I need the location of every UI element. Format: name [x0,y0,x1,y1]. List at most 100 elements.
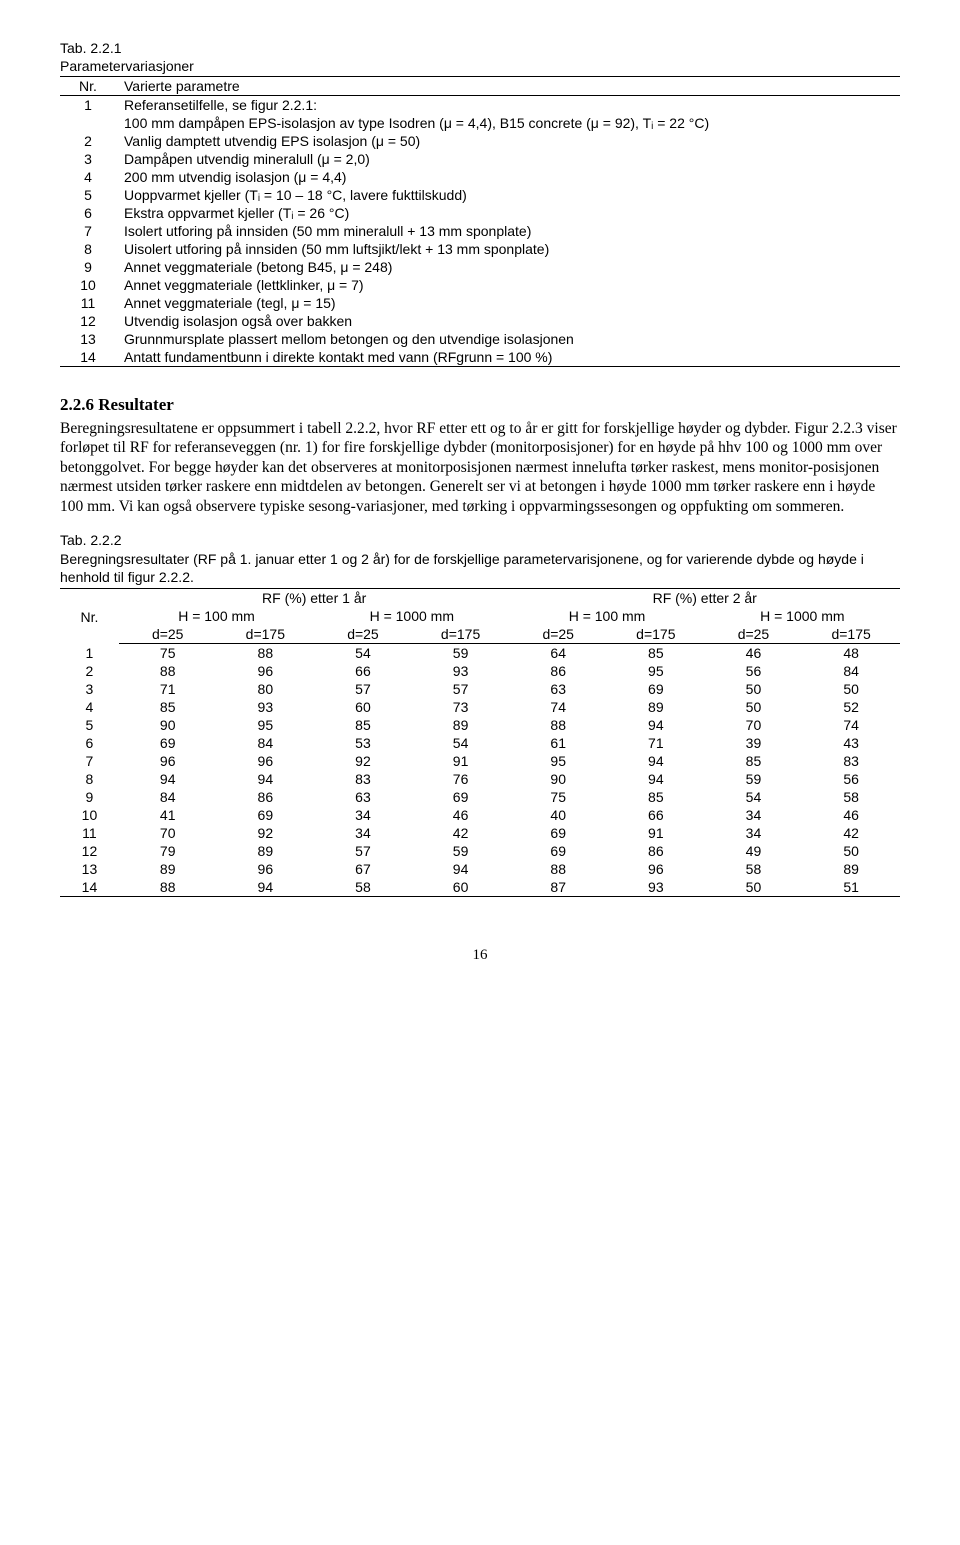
cell: 50 [802,842,900,860]
row-nr: 12 [60,312,116,330]
cell: 67 [314,860,412,878]
cell: 46 [412,806,510,824]
cell: 85 [314,716,412,734]
row-text: Annet veggmateriale (betong B45, μ = 248… [116,258,900,276]
cell: 51 [802,878,900,897]
cell: 70 [119,824,217,842]
table-row: 2Vanlig damptett utvendig EPS isolasjon … [60,132,900,150]
row-text: 200 mm utvendig isolasjon (μ = 4,4) [116,168,900,186]
row-nr: 12 [60,842,119,860]
cell: 34 [705,824,803,842]
cell: 64 [509,644,607,663]
cell: 90 [119,716,217,734]
cell: 92 [314,752,412,770]
results-y2-header: RF (%) etter 2 år [509,589,900,608]
cell: 53 [314,734,412,752]
cell: 91 [412,752,510,770]
d175-header: d=175 [217,625,315,644]
col-header-param: Varierte parametre [116,77,900,96]
results-table: Nr. RF (%) etter 1 år RF (%) etter 2 år … [60,588,900,897]
cell: 89 [802,860,900,878]
table-row: 100 mm dampåpen EPS-isolasjon av type Is… [60,114,900,132]
cell: 58 [705,860,803,878]
cell: 56 [802,770,900,788]
table-row: 7Isolert utforing på innsiden (50 mm min… [60,222,900,240]
cell: 56 [705,662,803,680]
cell: 94 [217,878,315,897]
cell: 95 [607,662,705,680]
cell: 84 [217,734,315,752]
cell: 59 [412,842,510,860]
row-nr: 11 [60,294,116,312]
row-nr: 6 [60,734,119,752]
table1-label: Tab. 2.2.1 [60,40,900,56]
cell: 50 [705,878,803,897]
table-row: 127989575969864950 [60,842,900,860]
cell: 69 [509,824,607,842]
row-nr: 1 [60,644,119,663]
results-y1-header: RF (%) etter 1 år [119,589,510,608]
cell: 59 [412,644,510,663]
row-nr: 3 [60,680,119,698]
cell: 57 [412,680,510,698]
cell: 94 [217,770,315,788]
row-nr: 7 [60,752,119,770]
cell: 66 [314,662,412,680]
row-nr: 1 [60,96,116,115]
row-nr: 3 [60,150,116,168]
cell: 46 [802,806,900,824]
row-nr: 9 [60,788,119,806]
cell: 94 [412,860,510,878]
cell: 93 [217,698,315,716]
cell: 93 [412,662,510,680]
cell: 88 [509,716,607,734]
cell: 86 [509,662,607,680]
row-nr: 8 [60,240,116,258]
row-text: Grunnmursplate plassert mellom betongen … [116,330,900,348]
col-header-nr: Nr. [60,77,116,96]
row-nr: 4 [60,168,116,186]
row-text: Uisolert utforing på innsiden (50 mm luf… [116,240,900,258]
row-text: Dampåpen utvendig mineralull (μ = 2,0) [116,150,900,168]
table-row: 4200 mm utvendig isolasjon (μ = 4,4) [60,168,900,186]
cell: 94 [119,770,217,788]
row-nr: 5 [60,186,116,204]
row-nr: 4 [60,698,119,716]
cell: 34 [705,806,803,824]
row-subtext: 100 mm dampåpen EPS-isolasjon av type Is… [116,114,900,132]
cell: 96 [217,860,315,878]
row-text: Annet veggmateriale (tegl, μ = 15) [116,294,900,312]
cell: 96 [217,752,315,770]
cell: 96 [607,860,705,878]
row-nr: 2 [60,662,119,680]
cell: 87 [509,878,607,897]
cell: 58 [802,788,900,806]
cell: 74 [509,698,607,716]
table-row: 98486636975855458 [60,788,900,806]
cell: 89 [607,698,705,716]
table-row: 13Grunnmursplate plassert mellom betonge… [60,330,900,348]
cell: 83 [802,752,900,770]
table-row: 117092344269913442 [60,824,900,842]
row-text: Vanlig damptett utvendig EPS isolasjon (… [116,132,900,150]
cell: 95 [217,716,315,734]
cell: 85 [607,788,705,806]
cell: 42 [802,824,900,842]
cell: 88 [119,662,217,680]
table-row: 37180575763695050 [60,680,900,698]
cell: 96 [217,662,315,680]
cell: 59 [705,770,803,788]
cell: 48 [802,644,900,663]
cell: 50 [705,680,803,698]
cell: 60 [412,878,510,897]
table-row: 59095858988947074 [60,716,900,734]
row-nr: 9 [60,258,116,276]
cell: 42 [412,824,510,842]
cell: 39 [705,734,803,752]
row-nr: 2 [60,132,116,150]
cell: 89 [217,842,315,860]
d25-header: d=25 [314,625,412,644]
cell: 88 [509,860,607,878]
cell: 69 [119,734,217,752]
row-nr: 13 [60,330,116,348]
